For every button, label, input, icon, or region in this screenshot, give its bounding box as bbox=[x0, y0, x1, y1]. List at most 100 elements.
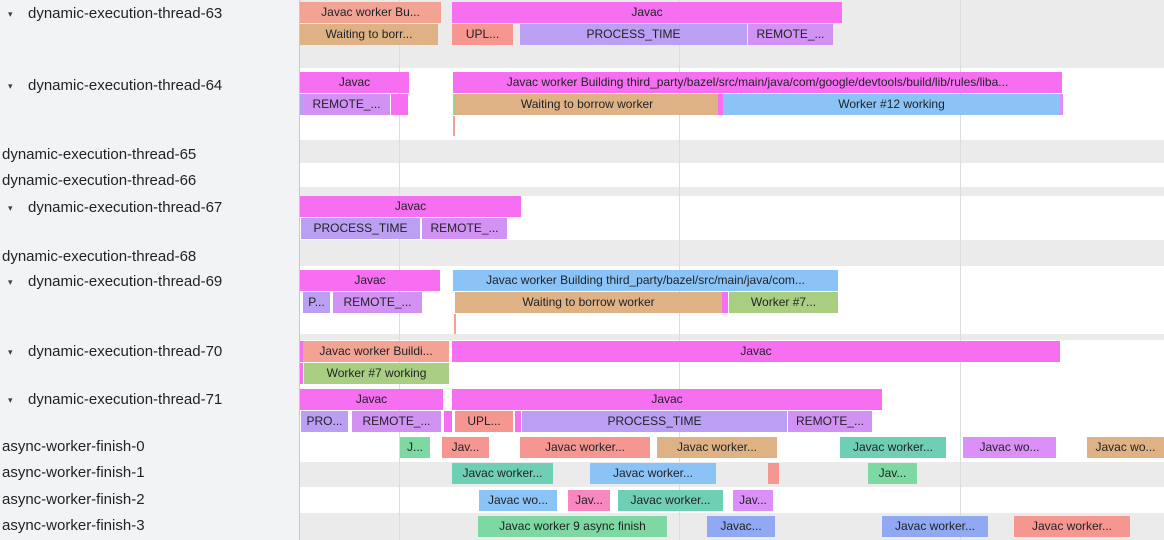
trace-slice[interactable]: Jav... bbox=[868, 463, 917, 484]
thread-label: async-worker-finish-0 bbox=[2, 438, 145, 455]
trace-slice[interactable]: Javac worker... bbox=[452, 463, 553, 484]
trace-slice-sliver[interactable] bbox=[300, 94, 303, 115]
time-gridline bbox=[960, 0, 961, 540]
trace-slice[interactable]: Javac bbox=[300, 72, 409, 93]
trace-slice-sliver[interactable] bbox=[300, 363, 303, 384]
thread-row-dynamic-execution-thread-65[interactable]: dynamic-execution-thread-65 bbox=[0, 146, 196, 164]
trace-slice[interactable]: REMOTE_... bbox=[303, 94, 390, 115]
trace-slice-sliver[interactable] bbox=[391, 94, 408, 115]
trace-slice[interactable]: Javac worker... bbox=[840, 437, 946, 458]
trace-slice[interactable]: P... bbox=[303, 292, 330, 313]
trace-slice-sliver[interactable] bbox=[444, 411, 452, 432]
trace-slice[interactable]: Javac worker... bbox=[1014, 516, 1130, 537]
trace-slice[interactable]: Javac bbox=[300, 196, 521, 217]
trace-slice[interactable]: Jav... bbox=[442, 437, 489, 458]
trace-slice[interactable]: Jav... bbox=[733, 490, 773, 511]
trace-slice[interactable]: Javac worker Buildi... bbox=[303, 341, 449, 362]
trace-slice[interactable]: Javac worker... bbox=[590, 463, 716, 484]
trace-slice[interactable]: UPL... bbox=[455, 411, 513, 432]
trace-slice[interactable]: Jav... bbox=[568, 490, 610, 511]
trace-slice[interactable]: Worker #7... bbox=[729, 292, 838, 313]
trace-slice[interactable]: Waiting to borrow worker bbox=[455, 292, 722, 313]
trace-slice[interactable]: Waiting to borrow worker bbox=[456, 94, 718, 115]
thread-label: dynamic-execution-thread-70 bbox=[28, 343, 223, 360]
trace-slice[interactable]: Javac wo... bbox=[479, 490, 557, 511]
trace-slice[interactable]: Javac worker... bbox=[520, 437, 650, 458]
thread-label: async-worker-finish-1 bbox=[2, 464, 145, 481]
thread-row-dynamic-execution-thread-68[interactable]: dynamic-execution-thread-68 bbox=[0, 248, 196, 266]
expand-collapse-arrow[interactable]: ▾ bbox=[8, 277, 13, 287]
trace-slice[interactable]: REMOTE_... bbox=[422, 218, 507, 239]
trace-slice-sliver[interactable] bbox=[1060, 94, 1063, 115]
trace-slice[interactable]: Javac bbox=[452, 389, 882, 410]
thread-label: dynamic-execution-thread-66 bbox=[2, 172, 197, 189]
thread-label: async-worker-finish-2 bbox=[2, 491, 145, 508]
thread-label: dynamic-execution-thread-69 bbox=[28, 273, 223, 290]
expand-collapse-arrow[interactable]: ▾ bbox=[8, 9, 13, 19]
thread-row-dynamic-execution-thread-64[interactable]: ▾ dynamic-execution-thread-64 bbox=[0, 77, 222, 95]
trace-slice[interactable]: Worker #12 working bbox=[723, 94, 1060, 115]
trace-slice-sliver[interactable] bbox=[300, 341, 303, 362]
trace-slice[interactable]: REMOTE_... bbox=[333, 292, 422, 313]
trace-slice[interactable]: Javac bbox=[452, 2, 842, 23]
trace-slice[interactable]: PROCESS_TIME bbox=[301, 218, 420, 239]
thread-row-dynamic-execution-thread-63[interactable]: ▾ dynamic-execution-thread-63 bbox=[0, 5, 222, 23]
thread-label: dynamic-execution-thread-63 bbox=[28, 5, 223, 22]
thread-row-dynamic-execution-thread-66[interactable]: dynamic-execution-thread-66 bbox=[0, 172, 196, 190]
trace-slice[interactable]: REMOTE_... bbox=[352, 411, 441, 432]
trace-slice-sliver[interactable] bbox=[453, 94, 456, 115]
trace-slice[interactable]: Javac wo... bbox=[963, 437, 1056, 458]
instant-event-tick[interactable] bbox=[454, 314, 456, 334]
thread-row-async-worker-finish-3[interactable]: async-worker-finish-3 bbox=[0, 517, 145, 535]
trace-slice[interactable]: PRO... bbox=[301, 411, 348, 432]
trace-slice-sliver[interactable] bbox=[515, 411, 521, 432]
trace-slice[interactable]: Javac worker Building third_party/bazel/… bbox=[453, 72, 1062, 93]
row-stripe bbox=[300, 140, 1164, 163]
trace-slice[interactable]: Javac worker Bu... bbox=[300, 2, 441, 23]
thread-row-dynamic-execution-thread-67[interactable]: ▾ dynamic-execution-thread-67 bbox=[0, 199, 222, 217]
thread-label: dynamic-execution-thread-67 bbox=[28, 199, 223, 216]
trace-slice[interactable]: Javac worker 9 async finish bbox=[478, 516, 667, 537]
trace-slice[interactable]: Javac worker... bbox=[657, 437, 777, 458]
trace-slice[interactable]: PROCESS_TIME bbox=[520, 24, 747, 45]
expand-collapse-arrow[interactable]: ▾ bbox=[8, 203, 13, 213]
trace-slice[interactable]: Worker #7 working bbox=[304, 363, 449, 384]
trace-slice[interactable]: Javac bbox=[300, 270, 440, 291]
trace-slice-sliver[interactable] bbox=[722, 292, 728, 313]
trace-slice[interactable]: PROCESS_TIME bbox=[522, 411, 787, 432]
thread-label: async-worker-finish-3 bbox=[2, 517, 145, 534]
thread-row-async-worker-finish-2[interactable]: async-worker-finish-2 bbox=[0, 491, 145, 509]
trace-slice[interactable]: J... bbox=[400, 437, 430, 458]
thread-row-async-worker-finish-1[interactable]: async-worker-finish-1 bbox=[0, 464, 145, 482]
expand-collapse-arrow[interactable]: ▾ bbox=[8, 81, 13, 91]
trace-slice[interactable]: Javac bbox=[300, 389, 443, 410]
trace-slice[interactable]: Javac worker... bbox=[882, 516, 988, 537]
trace-slice[interactable]: Javac worker... bbox=[618, 490, 723, 511]
thread-label: dynamic-execution-thread-71 bbox=[28, 391, 223, 408]
thread-row-dynamic-execution-thread-70[interactable]: ▾ dynamic-execution-thread-70 bbox=[0, 343, 222, 361]
instant-event-tick[interactable] bbox=[453, 116, 455, 136]
trace-slice[interactable]: Javac... bbox=[707, 516, 775, 537]
thread-row-dynamic-execution-thread-71[interactable]: ▾ dynamic-execution-thread-71 bbox=[0, 391, 222, 409]
trace-slice-sliver[interactable] bbox=[718, 94, 723, 115]
thread-row-dynamic-execution-thread-69[interactable]: ▾ dynamic-execution-thread-69 bbox=[0, 273, 222, 291]
trace-slice[interactable]: REMOTE_... bbox=[788, 411, 872, 432]
row-stripe bbox=[300, 462, 1164, 487]
row-stripe bbox=[300, 240, 1164, 266]
thread-list-sidebar: ▾ dynamic-execution-thread-63 ▾ dynamic-exe… bbox=[0, 0, 300, 540]
thread-label: dynamic-execution-thread-64 bbox=[28, 77, 223, 94]
row-stripe bbox=[300, 187, 1164, 196]
trace-slice[interactable]: Waiting to borr... bbox=[300, 24, 438, 45]
row-stripe bbox=[300, 334, 1164, 340]
trace-slice[interactable]: Javac worker Building third_party/bazel/… bbox=[453, 270, 838, 291]
trace-slice[interactable]: Javac wo... bbox=[1087, 437, 1164, 458]
expand-collapse-arrow[interactable]: ▾ bbox=[8, 347, 13, 357]
thread-row-async-worker-finish-0[interactable]: async-worker-finish-0 bbox=[0, 438, 145, 456]
trace-slice[interactable]: UPL... bbox=[452, 24, 513, 45]
trace-slice[interactable]: Javac bbox=[452, 341, 1060, 362]
trace-slice[interactable]: REMOTE_... bbox=[748, 24, 833, 45]
trace-slice-sliver[interactable] bbox=[768, 463, 779, 484]
expand-collapse-arrow[interactable]: ▾ bbox=[8, 395, 13, 405]
